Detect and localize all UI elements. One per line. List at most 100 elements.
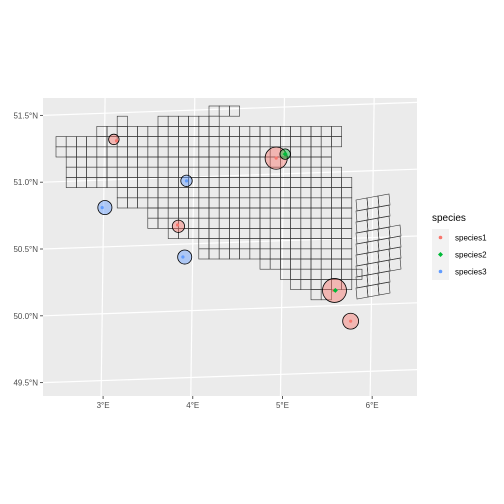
grid-cell xyxy=(198,228,210,239)
grid-cell xyxy=(290,146,302,158)
grid-cell xyxy=(86,156,98,168)
grid-cell xyxy=(320,166,332,178)
grid-cell xyxy=(208,105,220,117)
grid-cell xyxy=(290,207,302,219)
grid-cell xyxy=(310,228,322,239)
grid-cell xyxy=(218,126,230,137)
grid-cell xyxy=(259,187,271,199)
grid-cell xyxy=(208,248,220,260)
grid-cell xyxy=(167,146,179,158)
grid-cell xyxy=(218,177,230,188)
occupied-cell-circle xyxy=(177,249,193,265)
grid-cell xyxy=(290,258,302,270)
grid-cell xyxy=(310,166,322,178)
observation-point xyxy=(184,179,189,183)
grid-cell xyxy=(137,136,149,148)
grid-cell xyxy=(300,197,312,209)
grid-cell xyxy=(86,136,98,148)
grid-cell xyxy=(116,187,128,199)
grid-cell xyxy=(76,136,87,148)
grid-cell xyxy=(388,257,402,272)
grid-cell xyxy=(229,166,240,178)
grid-cell xyxy=(137,177,149,188)
grid-cell xyxy=(178,156,189,168)
grid-cell xyxy=(188,156,200,168)
grid-cell xyxy=(229,136,240,148)
grid-cell xyxy=(147,126,159,137)
grid-cell xyxy=(147,156,159,168)
grid-cell xyxy=(116,146,128,158)
grid-cell xyxy=(310,279,322,290)
grid-cell xyxy=(65,166,77,178)
grid-cell xyxy=(259,177,271,188)
grid-cell xyxy=(208,217,220,229)
grid-cell xyxy=(208,207,220,219)
grid-cell xyxy=(218,228,230,239)
grid-cell xyxy=(116,126,128,137)
grid-cell xyxy=(106,166,118,178)
grid-cell xyxy=(280,126,291,137)
grid-cell xyxy=(188,166,200,178)
observation-point xyxy=(349,319,353,323)
grid-cell xyxy=(259,258,271,270)
grid-cell xyxy=(320,207,332,219)
grid-cell xyxy=(167,136,179,148)
grid-cell xyxy=(300,217,312,229)
grid-cell xyxy=(259,207,271,219)
grid-cell xyxy=(198,197,210,209)
grid-cell xyxy=(178,187,189,199)
grid-cell xyxy=(127,197,138,209)
graticule-parallel xyxy=(42,235,418,250)
x-tick-label: 3°E xyxy=(97,401,110,410)
graticule-meridian xyxy=(369,97,375,397)
grid-cell xyxy=(208,187,220,199)
grid-cell xyxy=(157,197,169,209)
grid-cell xyxy=(188,146,200,158)
grid-cell xyxy=(229,146,240,158)
grid-cell xyxy=(320,248,332,260)
grid-cell xyxy=(249,126,261,137)
grid-cell xyxy=(310,289,322,301)
grid-cell xyxy=(280,166,291,178)
grid-cell xyxy=(147,217,159,229)
grid-cell xyxy=(377,193,391,208)
grid-cell xyxy=(331,136,342,148)
grid-cell xyxy=(198,187,210,199)
graticule-parallel xyxy=(42,369,418,384)
observation-point xyxy=(175,223,180,227)
grid-cell xyxy=(147,207,159,219)
grid-cell xyxy=(341,228,353,239)
grid-cell xyxy=(167,115,179,127)
grid-cell xyxy=(96,136,108,148)
grid-cell xyxy=(310,156,322,168)
x-axis: 3°E 4°E 5°E 6°E xyxy=(97,396,379,410)
grid-cell xyxy=(249,156,261,168)
grid-cell xyxy=(269,136,281,148)
grid-cell xyxy=(116,197,128,209)
grid-cell xyxy=(137,156,149,168)
grid-cell xyxy=(239,238,251,250)
grid-cell xyxy=(320,156,332,168)
grid-cell xyxy=(331,177,342,188)
grid-cell xyxy=(147,136,159,148)
grid-cell xyxy=(280,197,291,209)
grid-cell xyxy=(208,197,220,209)
grid-cell xyxy=(106,156,118,168)
grid-cell xyxy=(320,238,332,250)
legend: species species1 species2 species3 xyxy=(432,213,487,280)
grid-cell xyxy=(147,166,159,178)
observation-point xyxy=(114,139,119,143)
grid-cell xyxy=(300,207,312,219)
grid-cell xyxy=(198,177,210,188)
grid-cell xyxy=(127,156,138,168)
grid-cell xyxy=(218,238,230,250)
grid-cell xyxy=(269,126,281,137)
grid-cell xyxy=(310,248,322,260)
grid-cell xyxy=(300,279,312,290)
grid-cell xyxy=(208,228,220,239)
legend-label: species2 xyxy=(455,251,487,260)
grid-cell xyxy=(178,115,189,127)
x-tick-label: 4°E xyxy=(186,401,199,410)
legend-entries: species1 species2 species3 xyxy=(432,229,487,280)
grid-cell xyxy=(290,187,302,199)
